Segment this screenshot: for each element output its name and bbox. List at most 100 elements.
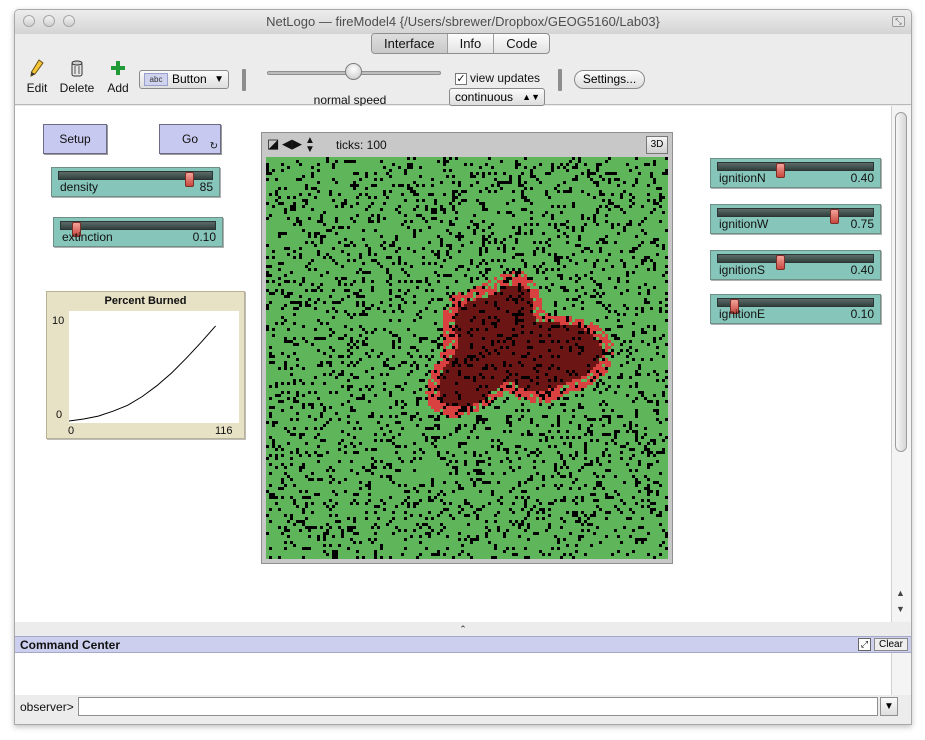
speed-slider-thumb[interactable] <box>345 63 362 80</box>
pencil-icon <box>23 59 51 81</box>
command-center: ⌃ Command Center ⤢ Clear observer> ▼ <box>15 622 911 724</box>
slider-value: 0.40 <box>850 171 874 185</box>
plus-icon <box>105 59 131 81</box>
slider-value: 0.40 <box>850 263 874 277</box>
interface-canvas: Setup Go ↻ density 85 extinction 0.10 Pe… <box>15 106 891 622</box>
view-shape-icon[interactable]: ◪ <box>267 136 280 151</box>
forever-icon: ↻ <box>209 141 218 152</box>
slider-name: ignitionE <box>719 307 766 321</box>
slider-track[interactable] <box>717 162 874 178</box>
command-output <box>15 653 891 695</box>
interface-scrollbar[interactable]: ▲ ▼ <box>891 106 911 622</box>
widget-type-value: Button <box>172 72 207 86</box>
tab-info[interactable]: Info <box>446 34 494 53</box>
widget-type-select[interactable]: abc Button ▼ <box>139 70 229 89</box>
speed-label: normal speed <box>313 93 387 107</box>
scrollbar-thumb[interactable] <box>895 112 907 452</box>
slider-name: density <box>60 180 99 194</box>
minimize-window-button[interactable] <box>43 15 55 27</box>
title-bar: NetLogo — fireModel4 {/Users/sbrewer/Dro… <box>15 10 911 34</box>
slider-track[interactable] <box>717 254 874 270</box>
zoom-window-button[interactable] <box>63 15 75 27</box>
trash-icon <box>59 59 95 81</box>
tab-code[interactable]: Code <box>493 34 549 53</box>
slider-track[interactable] <box>58 171 213 187</box>
plot-area <box>68 311 239 423</box>
toolbar-separator <box>242 69 246 91</box>
go-button[interactable]: Go ↻ <box>159 124 221 154</box>
command-input[interactable] <box>78 697 878 716</box>
vertical-resize-icon[interactable]: ▲ ▼ <box>305 135 315 155</box>
view-updates-label: view updates <box>470 71 541 85</box>
slider-handle[interactable] <box>185 172 195 187</box>
output-scrollbar[interactable] <box>891 653 911 695</box>
command-center-title: Command Center <box>20 638 121 652</box>
slider-name: extinction <box>62 230 113 244</box>
edit-label: Edit <box>26 81 48 95</box>
plot-title: Percent Burned <box>104 295 187 307</box>
3d-view-button[interactable]: 3D <box>646 136 668 154</box>
slider-handle[interactable] <box>830 209 840 224</box>
slider-handle[interactable] <box>776 163 785 178</box>
window-title: NetLogo — fireModel4 {/Users/sbrewer/Dro… <box>266 14 660 29</box>
plot-y-max: 10 <box>52 315 65 327</box>
slider-ignition-s[interactable]: ignitionS 0.40 <box>710 250 881 280</box>
slider-extinction[interactable]: extinction 0.10 <box>53 217 223 247</box>
scroll-up-icon[interactable]: ▲ <box>896 588 905 598</box>
slider-track[interactable] <box>717 208 874 224</box>
slider-ignition-w[interactable]: ignitionW 0.75 <box>710 204 881 234</box>
widget-type-icon: abc <box>144 73 168 87</box>
world-patches <box>266 157 668 559</box>
scroll-down-icon[interactable]: ▼ <box>896 604 905 614</box>
slider-value: 0.75 <box>850 217 874 231</box>
slider-handle[interactable] <box>729 299 739 314</box>
toolbar-toggle-icon[interactable]: ⤡ <box>892 16 905 27</box>
world-view[interactable]: ◪ ◀▶ ▲ ▼ ticks: 100 3D <box>261 132 673 564</box>
slider-density[interactable]: density 85 <box>51 167 220 197</box>
percent-burned-plot: Percent Burned 10 0 0 116 <box>46 291 245 439</box>
plot-y-min: 0 <box>56 409 63 421</box>
ticks-counter: ticks: 100 <box>336 138 387 152</box>
setup-button[interactable]: Setup <box>43 124 107 154</box>
slider-handle[interactable] <box>776 255 785 270</box>
delete-button[interactable]: Delete <box>59 59 95 95</box>
add-button[interactable]: Add <box>105 59 131 95</box>
clear-button[interactable]: Clear <box>874 638 908 651</box>
slider-name: ignitionN <box>719 171 766 185</box>
slider-ignition-e[interactable]: ignitionE 0.10 <box>710 294 881 324</box>
tab-interface[interactable]: Interface <box>372 34 447 53</box>
slider-value: 85 <box>199 180 213 194</box>
go-button-label: Go <box>181 132 198 146</box>
observer-prompt[interactable]: observer> <box>20 700 74 714</box>
percent-burned-line <box>68 325 216 422</box>
netlogo-window: NetLogo — fireModel4 {/Users/sbrewer/Dro… <box>14 9 912 725</box>
tab-bar: Interface Info Code <box>371 33 551 54</box>
update-mode-select[interactable]: continuous ▲▼ <box>449 88 545 106</box>
settings-button[interactable]: Settings... <box>574 70 645 89</box>
chevron-down-icon[interactable]: ▼ <box>880 697 898 716</box>
slider-value: 0.10 <box>192 230 216 244</box>
slider-value: 0.10 <box>850 307 874 321</box>
slider-handle[interactable] <box>72 222 82 237</box>
add-label: Add <box>107 81 129 95</box>
empty-patches <box>266 157 668 559</box>
plot-x-min: 0 <box>68 425 75 437</box>
splitter-handle[interactable]: ⌃ <box>459 624 467 634</box>
view-updates-checkbox[interactable]: ✓ view updates <box>455 71 540 85</box>
updown-arrows-icon: ▲▼ <box>522 92 540 102</box>
delete-label: Delete <box>59 81 95 95</box>
slider-track[interactable] <box>60 221 216 237</box>
slider-ignition-n[interactable]: ignitionN 0.40 <box>710 158 881 188</box>
expand-icon[interactable]: ⤢ <box>858 638 871 651</box>
edit-button[interactable]: Edit <box>23 59 51 95</box>
plot-svg <box>68 325 216 422</box>
slider-name: ignitionS <box>719 263 766 277</box>
horizontal-resize-icon[interactable]: ◀▶ <box>282 136 302 151</box>
slider-track[interactable] <box>717 298 874 314</box>
setup-button-label: Setup <box>59 132 91 146</box>
toolbar-separator <box>558 69 562 91</box>
view-control-strip: ◪ ◀▶ ▲ ▼ ticks: 100 3D <box>262 133 672 157</box>
burning-patches <box>425 271 614 418</box>
plot-x-max: 116 <box>215 425 233 437</box>
close-window-button[interactable] <box>23 15 35 27</box>
